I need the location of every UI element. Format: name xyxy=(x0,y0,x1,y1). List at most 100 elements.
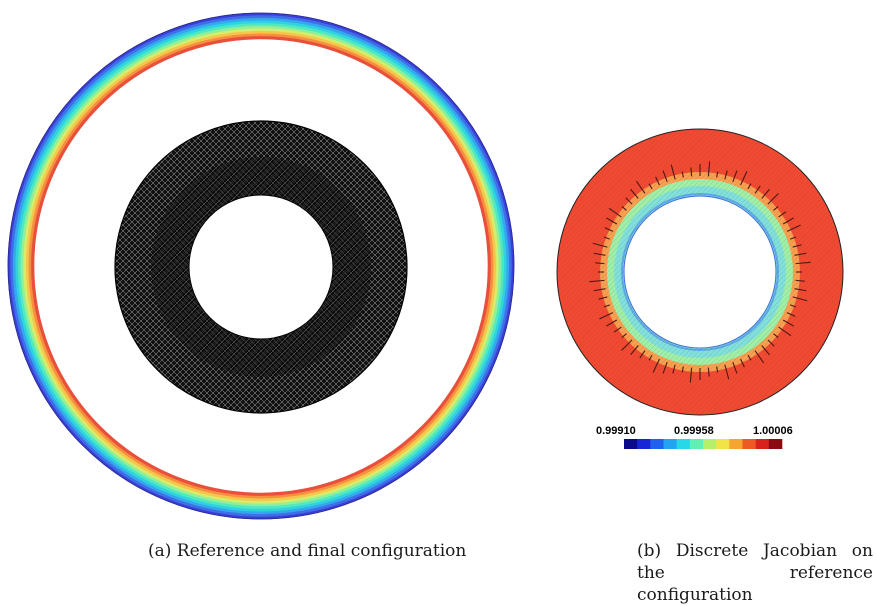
mesh-artefact xyxy=(782,319,794,327)
mesh-artefact xyxy=(630,345,639,356)
mesh-artefact xyxy=(681,171,684,178)
colorbar-cell xyxy=(676,439,691,449)
colorbar-mid-label: 0.99958 xyxy=(674,425,714,437)
mesh-artefact xyxy=(724,170,728,180)
ring-band xyxy=(31,36,491,496)
mesh-artefact xyxy=(740,171,748,186)
mesh-artefact xyxy=(732,362,738,374)
mesh-artefact xyxy=(592,242,608,248)
mesh-artefact xyxy=(773,206,779,211)
mesh-artefact xyxy=(747,183,752,190)
mesh-artefact xyxy=(782,217,794,225)
mesh-artefact xyxy=(786,312,796,317)
colorbar-cell xyxy=(768,439,783,449)
ring-band xyxy=(10,15,512,517)
mesh-artefact xyxy=(754,350,765,364)
mesh-artefact xyxy=(740,358,745,368)
mesh-artefact xyxy=(732,170,738,182)
mesh-artefact xyxy=(603,304,610,308)
mesh-artefact xyxy=(621,339,633,351)
mesh-artefact xyxy=(648,183,653,190)
colorbar-cell xyxy=(637,439,651,449)
mesh-artefact xyxy=(652,358,660,373)
mesh-artefact xyxy=(613,326,622,333)
ring-band xyxy=(12,17,510,515)
figure-canvas: 0.99910 0.99958 1.00006 xyxy=(7,12,844,520)
mesh-artefact xyxy=(655,176,660,186)
mesh-artefact xyxy=(761,345,770,356)
mesh-artefact xyxy=(672,364,676,374)
mesh-artefact xyxy=(635,180,646,194)
mesh-artefact xyxy=(599,312,614,320)
mesh-artefact xyxy=(716,171,719,178)
ring-outer-edge xyxy=(7,12,515,520)
mesh-artefact xyxy=(621,333,627,338)
mesh-artefact xyxy=(794,288,807,292)
colorbar-cell xyxy=(703,439,717,449)
mesh-artefact xyxy=(754,185,761,194)
mesh-artefact xyxy=(689,367,693,383)
ring-band xyxy=(15,20,507,512)
colorbar-max-label: 1.00006 xyxy=(753,425,793,437)
jacobian-annulus xyxy=(556,128,844,416)
mesh-artefact xyxy=(778,211,787,218)
mesh-artefact xyxy=(670,164,676,180)
colorbar-cell xyxy=(689,439,704,449)
mesh-artefact xyxy=(662,170,668,182)
mesh-artefact xyxy=(761,188,770,199)
mesh-artefact xyxy=(778,326,792,337)
final-configuration-ring xyxy=(7,12,515,520)
mesh-artefact xyxy=(681,366,684,373)
mesh-artefact xyxy=(606,217,618,225)
mesh-artefact xyxy=(648,354,653,361)
mesh-artefact xyxy=(604,227,614,232)
mesh-artefact xyxy=(724,364,730,380)
mesh-artefact xyxy=(593,252,606,256)
caption-b: (b) Discrete Jacobian on the reference c… xyxy=(637,541,873,605)
mesh-artefact xyxy=(716,366,719,373)
colorbar: 0.99910 0.99958 1.00006 xyxy=(596,425,793,449)
mesh-artefact xyxy=(593,288,606,292)
ring-band xyxy=(18,23,504,509)
mesh-artefact xyxy=(792,296,808,302)
colorbar-cell xyxy=(650,439,664,449)
colorbar-cell xyxy=(663,439,677,449)
mesh-artefact xyxy=(795,279,805,282)
mesh-artefact xyxy=(621,206,627,211)
ring-band xyxy=(25,30,497,502)
mesh-artefact xyxy=(795,261,811,265)
mesh-artefact xyxy=(690,167,693,177)
mesh-artefact xyxy=(603,236,610,240)
ring-band xyxy=(23,28,499,504)
mesh-artefact xyxy=(707,367,710,377)
mesh-artefact xyxy=(598,296,608,300)
ring-band xyxy=(28,33,494,499)
mesh-artefact xyxy=(767,193,779,205)
caption-a: (a) Reference and final configuration xyxy=(148,541,467,561)
colorbar-cell xyxy=(742,439,756,449)
mesh-artefact xyxy=(790,304,797,308)
mesh-artefact xyxy=(589,279,605,283)
mesh-artefact xyxy=(707,161,711,177)
mesh-artefact xyxy=(786,224,801,232)
mesh-artefact xyxy=(792,244,802,248)
mesh-artefact xyxy=(747,354,752,361)
ring-band xyxy=(20,25,502,507)
colorbar-cell xyxy=(729,439,743,449)
mesh-artefact xyxy=(595,262,605,265)
mesh-artefact xyxy=(630,188,639,199)
colorbar-cell xyxy=(624,439,638,449)
ring-band xyxy=(7,12,515,520)
reference-mesh-annulus xyxy=(114,120,408,414)
mesh-artefact xyxy=(625,197,633,205)
mesh-artefact xyxy=(767,339,775,347)
mesh-artefact xyxy=(662,362,668,374)
colorbar-cell xyxy=(755,439,770,449)
colorbar-min-label: 0.99910 xyxy=(596,425,636,437)
colorbar-cell xyxy=(716,439,730,449)
mesh-artefact xyxy=(794,252,807,256)
mesh-artefact xyxy=(608,207,622,218)
mesh-artefact xyxy=(639,350,646,359)
mesh-artefact xyxy=(606,319,618,327)
mesh-artefact xyxy=(790,236,797,240)
